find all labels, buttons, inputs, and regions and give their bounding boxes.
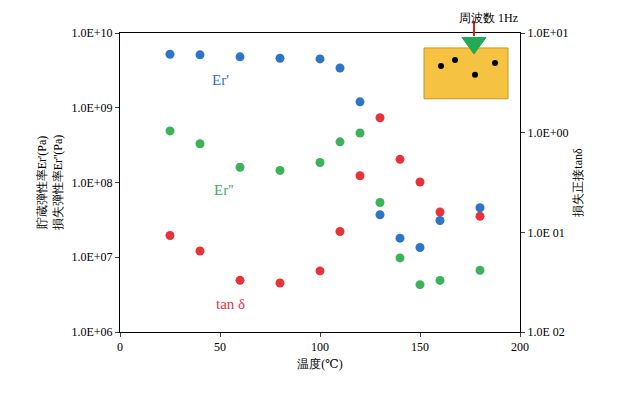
svg-text:1.0E+07: 1.0E+07 xyxy=(71,250,112,264)
svg-text:1.0E+09: 1.0E+09 xyxy=(71,101,112,115)
svg-text:1.0E+08: 1.0E+08 xyxy=(71,176,112,190)
svg-text:Er': Er' xyxy=(212,72,229,88)
svg-text:150: 150 xyxy=(411,340,429,354)
svg-text:1.0E+00: 1.0E+00 xyxy=(527,126,568,140)
svg-text:1.0E+01: 1.0E+01 xyxy=(527,26,568,40)
svg-text:1.0E 01: 1.0E 01 xyxy=(527,226,564,240)
svg-text:200: 200 xyxy=(511,340,529,354)
svg-text:1.0E+10: 1.0E+10 xyxy=(71,26,112,40)
svg-text:1.0E 02: 1.0E 02 xyxy=(527,325,564,339)
svg-text:貯蔵弾性率Er'(Pa)損失弾性率Er''(Pa): 貯蔵弾性率Er'(Pa)損失弾性率Er''(Pa) xyxy=(35,135,65,231)
svg-text:1.0E+06: 1.0E+06 xyxy=(71,325,112,339)
svg-text:周波数 1Hz: 周波数 1Hz xyxy=(459,11,518,25)
svg-text:100: 100 xyxy=(311,340,329,354)
svg-text:50: 50 xyxy=(214,340,226,354)
svg-text:Er'': Er'' xyxy=(214,182,234,198)
svg-text:0: 0 xyxy=(117,340,123,354)
svg-text:損失正接tanδ: 損失正接tanδ xyxy=(571,148,585,217)
svg-text:温度(℃): 温度(℃) xyxy=(297,357,342,371)
svg-text:tan δ: tan δ xyxy=(216,296,245,312)
